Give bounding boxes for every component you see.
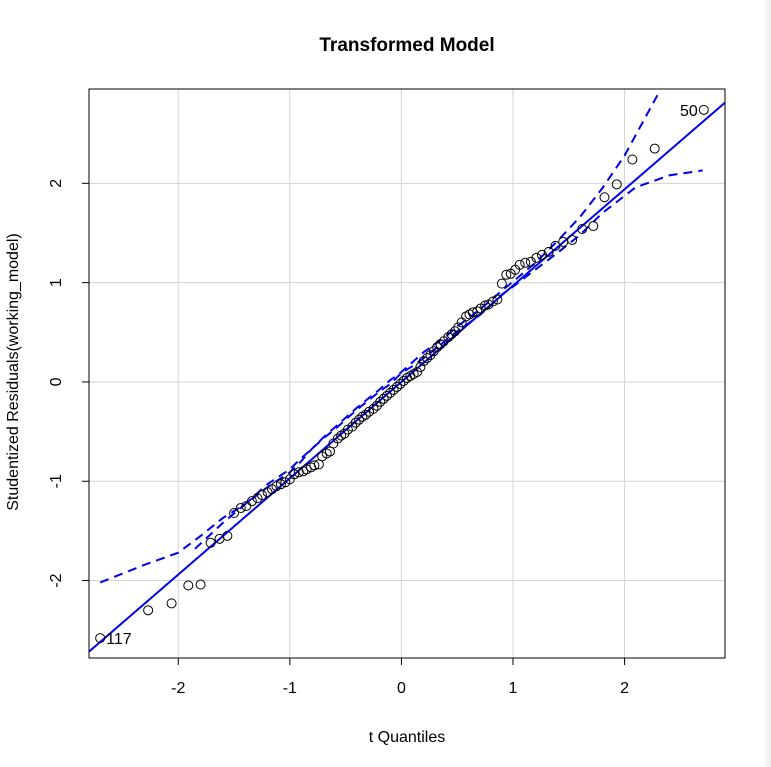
data-point <box>321 448 332 459</box>
x-tick-label: 0 <box>397 680 406 697</box>
x-axis-label: t Quantiles <box>369 729 445 746</box>
data-point <box>599 192 610 203</box>
reference-line <box>88 101 726 653</box>
data-point <box>467 307 478 318</box>
data-point <box>537 249 548 260</box>
data-point <box>350 417 361 428</box>
point-label: 117 <box>106 631 132 648</box>
data-point <box>501 269 512 280</box>
data-point <box>235 503 246 514</box>
x-tick-label: 2 <box>620 680 629 697</box>
data-point <box>543 246 554 257</box>
data-point <box>588 221 599 232</box>
data-point <box>381 390 392 401</box>
data-point <box>514 259 525 270</box>
data-point <box>395 378 406 389</box>
data-point <box>143 605 154 616</box>
x-tick-label: 1 <box>509 680 518 697</box>
data-point <box>298 466 309 477</box>
data-point <box>205 537 216 548</box>
grid-lines <box>89 89 725 658</box>
data-point <box>520 257 531 268</box>
data-point <box>577 224 588 235</box>
data-point <box>412 367 423 378</box>
data-point <box>289 469 300 480</box>
data-point <box>183 580 194 591</box>
data-point <box>271 481 282 492</box>
data-point <box>461 311 472 322</box>
data-point <box>95 633 106 644</box>
data-point <box>357 411 368 422</box>
data-point <box>492 294 503 305</box>
reference-line-group <box>88 101 726 653</box>
data-point <box>368 403 379 414</box>
data-point <box>241 501 252 512</box>
data-point <box>408 368 419 379</box>
data-point <box>166 598 177 609</box>
data-point <box>275 479 286 490</box>
data-point <box>422 353 433 364</box>
data-point <box>246 496 257 507</box>
plot-frame <box>88 88 726 659</box>
x-tick-label: -1 <box>283 680 297 697</box>
data-point <box>256 490 267 501</box>
data-point <box>415 362 426 373</box>
data-points <box>95 104 709 644</box>
data-point <box>432 342 443 353</box>
data-point <box>378 393 389 404</box>
chart-title: Transformed Model <box>319 35 494 56</box>
data-point <box>385 387 396 398</box>
data-point <box>550 240 561 251</box>
y-tick-label: 0 <box>48 377 65 386</box>
data-point <box>391 381 402 392</box>
y-axis-label: Studentized Residuals(working_model) <box>5 233 22 510</box>
data-point <box>611 179 622 190</box>
data-point <box>354 414 365 425</box>
data-point <box>309 460 320 471</box>
y-tick-label: -1 <box>48 474 65 488</box>
data-point <box>398 375 409 386</box>
data-point <box>332 433 343 444</box>
data-point <box>375 396 386 407</box>
data-point <box>443 332 454 343</box>
data-point <box>336 430 347 441</box>
point-label: 50 <box>680 103 698 120</box>
point-labels: 117 50 <box>106 103 698 648</box>
data-point <box>360 409 371 420</box>
data-point <box>627 154 638 165</box>
y-tick-label: 1 <box>48 278 65 287</box>
data-point <box>435 339 446 350</box>
y-axis: -2 -1 0 1 2 <box>48 179 89 588</box>
x-axis: -2 -1 0 1 2 <box>171 658 629 697</box>
data-point <box>195 579 206 590</box>
data-point <box>496 278 507 289</box>
data-point <box>229 508 240 519</box>
data-point <box>472 306 483 317</box>
data-point <box>531 252 542 263</box>
envelope-upper-line <box>194 93 659 550</box>
data-point <box>418 356 429 367</box>
y-tick-label: 2 <box>48 179 65 188</box>
window-edge-shade <box>763 0 771 767</box>
data-point <box>649 143 660 154</box>
data-point <box>388 384 399 395</box>
data-point <box>453 322 464 333</box>
y-tick-label: -2 <box>48 573 65 587</box>
data-point <box>222 530 233 541</box>
data-point <box>698 104 709 115</box>
x-tick-label: -2 <box>171 680 185 697</box>
data-point <box>446 329 457 340</box>
data-point <box>487 296 498 307</box>
data-point <box>301 464 312 475</box>
data-point <box>567 234 578 245</box>
